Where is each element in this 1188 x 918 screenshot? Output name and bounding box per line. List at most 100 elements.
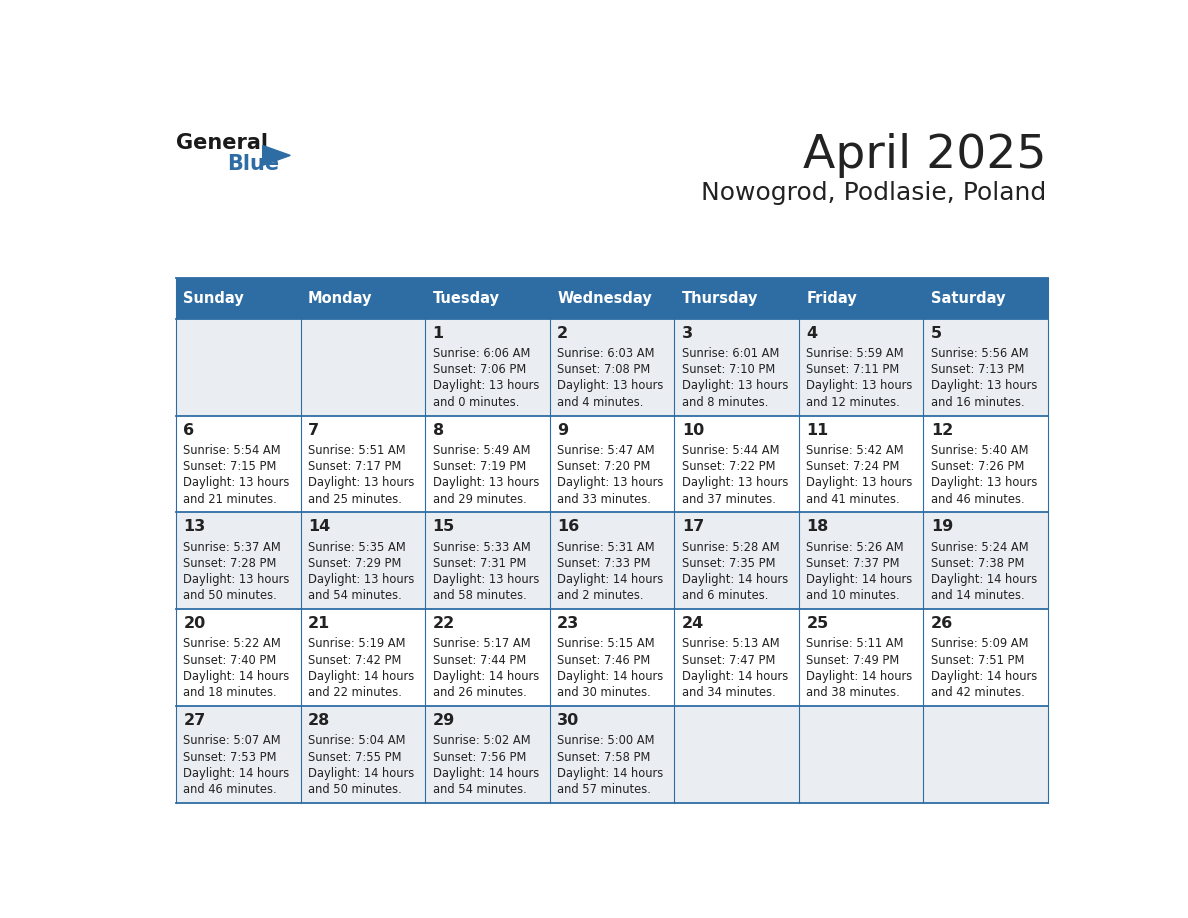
Text: and 33 minutes.: and 33 minutes. (557, 493, 651, 506)
Text: 10: 10 (682, 422, 704, 438)
Text: Daylight: 13 hours: Daylight: 13 hours (308, 476, 415, 489)
FancyBboxPatch shape (176, 319, 1048, 416)
Text: Sunset: 7:08 PM: Sunset: 7:08 PM (557, 364, 650, 376)
Text: Daylight: 13 hours: Daylight: 13 hours (931, 379, 1037, 393)
Text: Daylight: 13 hours: Daylight: 13 hours (682, 379, 788, 393)
Text: Sunrise: 6:06 AM: Sunrise: 6:06 AM (432, 347, 530, 360)
Text: 29: 29 (432, 713, 455, 728)
Text: and 10 minutes.: and 10 minutes. (807, 589, 899, 602)
Text: Sunset: 7:22 PM: Sunset: 7:22 PM (682, 460, 776, 473)
Text: Sunrise: 5:49 AM: Sunrise: 5:49 AM (432, 443, 530, 457)
Text: 18: 18 (807, 520, 828, 534)
Text: Sunset: 7:33 PM: Sunset: 7:33 PM (557, 557, 651, 570)
Text: and 12 minutes.: and 12 minutes. (807, 396, 901, 409)
Text: Sunrise: 5:04 AM: Sunrise: 5:04 AM (308, 734, 405, 747)
Text: and 16 minutes.: and 16 minutes. (931, 396, 1024, 409)
Polygon shape (263, 145, 290, 165)
Text: 16: 16 (557, 520, 580, 534)
Text: and 8 minutes.: and 8 minutes. (682, 396, 769, 409)
Text: Sunrise: 5:24 AM: Sunrise: 5:24 AM (931, 541, 1029, 554)
Text: Daylight: 14 hours: Daylight: 14 hours (557, 573, 663, 587)
Text: Sunrise: 5:59 AM: Sunrise: 5:59 AM (807, 347, 904, 360)
Text: 3: 3 (682, 326, 693, 341)
Text: Sunrise: 5:19 AM: Sunrise: 5:19 AM (308, 637, 405, 651)
Text: Daylight: 13 hours: Daylight: 13 hours (432, 379, 539, 393)
Text: Daylight: 14 hours: Daylight: 14 hours (931, 670, 1037, 683)
Text: Sunrise: 5:51 AM: Sunrise: 5:51 AM (308, 443, 405, 457)
Text: Sunset: 7:51 PM: Sunset: 7:51 PM (931, 654, 1024, 666)
Text: Daylight: 13 hours: Daylight: 13 hours (183, 573, 290, 587)
Text: Sunrise: 5:28 AM: Sunrise: 5:28 AM (682, 541, 779, 554)
Text: Daylight: 13 hours: Daylight: 13 hours (557, 379, 664, 393)
Text: Tuesday: Tuesday (432, 291, 500, 306)
Text: Sunrise: 5:13 AM: Sunrise: 5:13 AM (682, 637, 779, 651)
Text: 7: 7 (308, 422, 320, 438)
Text: Sunset: 7:55 PM: Sunset: 7:55 PM (308, 751, 402, 764)
Text: 13: 13 (183, 520, 206, 534)
Text: April 2025: April 2025 (803, 133, 1047, 178)
Text: Daylight: 14 hours: Daylight: 14 hours (682, 670, 788, 683)
Text: Daylight: 13 hours: Daylight: 13 hours (931, 476, 1037, 489)
Text: Daylight: 14 hours: Daylight: 14 hours (308, 767, 415, 779)
Text: 12: 12 (931, 422, 953, 438)
Text: Sunrise: 5:44 AM: Sunrise: 5:44 AM (682, 443, 779, 457)
Text: Blue: Blue (227, 154, 279, 174)
Text: Sunset: 7:26 PM: Sunset: 7:26 PM (931, 460, 1024, 473)
Text: 27: 27 (183, 713, 206, 728)
Text: Daylight: 13 hours: Daylight: 13 hours (807, 379, 912, 393)
Text: 11: 11 (807, 422, 828, 438)
FancyBboxPatch shape (176, 416, 1048, 512)
Text: and 46 minutes.: and 46 minutes. (931, 493, 1024, 506)
Text: and 41 minutes.: and 41 minutes. (807, 493, 899, 506)
Text: Sunset: 7:19 PM: Sunset: 7:19 PM (432, 460, 526, 473)
Text: Daylight: 14 hours: Daylight: 14 hours (183, 670, 290, 683)
Text: Sunrise: 5:42 AM: Sunrise: 5:42 AM (807, 443, 904, 457)
Text: and 50 minutes.: and 50 minutes. (183, 589, 277, 602)
Text: 1: 1 (432, 326, 444, 341)
Text: Daylight: 14 hours: Daylight: 14 hours (557, 670, 663, 683)
Text: Saturday: Saturday (931, 291, 1005, 306)
Text: Daylight: 13 hours: Daylight: 13 hours (308, 573, 415, 587)
Text: Monday: Monday (308, 291, 373, 306)
Text: 24: 24 (682, 616, 704, 632)
Text: Sunrise: 5:02 AM: Sunrise: 5:02 AM (432, 734, 530, 747)
Text: 21: 21 (308, 616, 330, 632)
Text: Sunset: 7:24 PM: Sunset: 7:24 PM (807, 460, 899, 473)
Text: and 26 minutes.: and 26 minutes. (432, 687, 526, 700)
Text: 23: 23 (557, 616, 580, 632)
Text: and 54 minutes.: and 54 minutes. (308, 589, 402, 602)
Text: and 42 minutes.: and 42 minutes. (931, 687, 1024, 700)
Text: Daylight: 14 hours: Daylight: 14 hours (682, 573, 788, 587)
Text: Sunset: 7:20 PM: Sunset: 7:20 PM (557, 460, 651, 473)
Text: Sunrise: 6:03 AM: Sunrise: 6:03 AM (557, 347, 655, 360)
FancyBboxPatch shape (176, 512, 1048, 610)
Text: Sunrise: 5:00 AM: Sunrise: 5:00 AM (557, 734, 655, 747)
Text: and 0 minutes.: and 0 minutes. (432, 396, 519, 409)
Text: Daylight: 14 hours: Daylight: 14 hours (807, 670, 912, 683)
Text: Sunset: 7:29 PM: Sunset: 7:29 PM (308, 557, 402, 570)
Text: and 22 minutes.: and 22 minutes. (308, 687, 402, 700)
Text: Sunset: 7:37 PM: Sunset: 7:37 PM (807, 557, 899, 570)
FancyBboxPatch shape (176, 706, 1048, 803)
Text: Sunrise: 5:17 AM: Sunrise: 5:17 AM (432, 637, 530, 651)
Text: Sunset: 7:53 PM: Sunset: 7:53 PM (183, 751, 277, 764)
Text: Sunset: 7:58 PM: Sunset: 7:58 PM (557, 751, 651, 764)
Text: Sunset: 7:13 PM: Sunset: 7:13 PM (931, 364, 1024, 376)
Text: and 21 minutes.: and 21 minutes. (183, 493, 277, 506)
Text: Sunrise: 5:47 AM: Sunrise: 5:47 AM (557, 443, 655, 457)
Text: Sunrise: 5:09 AM: Sunrise: 5:09 AM (931, 637, 1029, 651)
Text: Sunset: 7:06 PM: Sunset: 7:06 PM (432, 364, 526, 376)
Text: and 29 minutes.: and 29 minutes. (432, 493, 526, 506)
Text: Sunset: 7:35 PM: Sunset: 7:35 PM (682, 557, 776, 570)
Text: 26: 26 (931, 616, 953, 632)
Text: Friday: Friday (807, 291, 857, 306)
Text: and 37 minutes.: and 37 minutes. (682, 493, 776, 506)
Text: Sunset: 7:10 PM: Sunset: 7:10 PM (682, 364, 775, 376)
Text: Sunset: 7:31 PM: Sunset: 7:31 PM (432, 557, 526, 570)
Text: 20: 20 (183, 616, 206, 632)
Text: 8: 8 (432, 422, 444, 438)
Text: Daylight: 13 hours: Daylight: 13 hours (432, 476, 539, 489)
Text: Daylight: 14 hours: Daylight: 14 hours (183, 767, 290, 779)
Text: 28: 28 (308, 713, 330, 728)
Text: Sunset: 7:38 PM: Sunset: 7:38 PM (931, 557, 1024, 570)
